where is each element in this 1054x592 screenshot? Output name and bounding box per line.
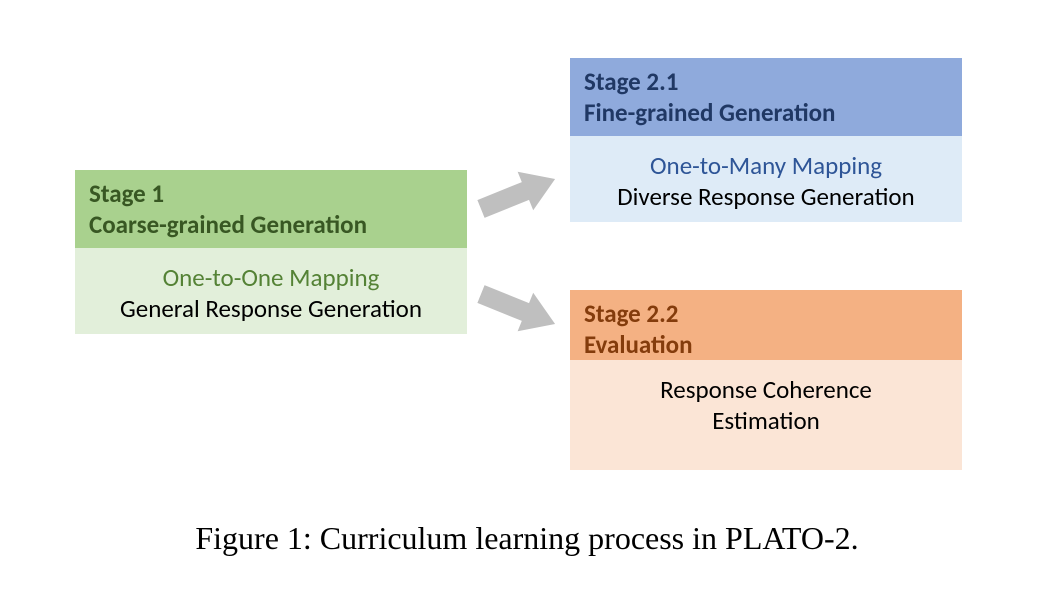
stage22-body: Response Coherence Estimation [570,360,962,470]
stage22-body-line1: Response Coherence [584,374,948,405]
stage21-box: Stage 2.1 Fine-grained Generation One-to… [570,58,962,222]
stage21-label: Stage 2.1 [584,66,948,97]
stage1-body-line2: General Response Generation [89,293,453,324]
stage1-title: Coarse-grained Generation [89,209,453,240]
stage1-label: Stage 1 [89,178,453,209]
stage1-body: One-to-One Mapping General Response Gene… [75,248,467,334]
figure-caption: Figure 1: Curriculum learning process in… [0,520,1054,557]
diagram-container: Stage 1 Coarse-grained Generation One-to… [0,0,1054,592]
arrow-to-stage21 [472,157,564,231]
arrow-to-stage22 [472,272,564,346]
stage21-body-line2: Diverse Response Generation [584,181,948,212]
stage1-body-line1: One-to-One Mapping [89,262,453,293]
stage21-header: Stage 2.1 Fine-grained Generation [570,58,962,136]
stage1-header: Stage 1 Coarse-grained Generation [75,170,467,248]
stage21-title: Fine-grained Generation [584,97,948,128]
stage22-box: Stage 2.2 Evaluation Response Coherence … [570,290,962,470]
stage21-body: One-to-Many Mapping Diverse Response Gen… [570,136,962,222]
stage21-body-line1: One-to-Many Mapping [584,150,948,181]
stage22-label: Stage 2.2 [584,298,948,329]
stage22-header: Stage 2.2 Evaluation [570,290,962,360]
stage22-body-line2: Estimation [584,405,948,436]
stage1-box: Stage 1 Coarse-grained Generation One-to… [75,170,467,334]
stage22-title: Evaluation [584,329,948,360]
